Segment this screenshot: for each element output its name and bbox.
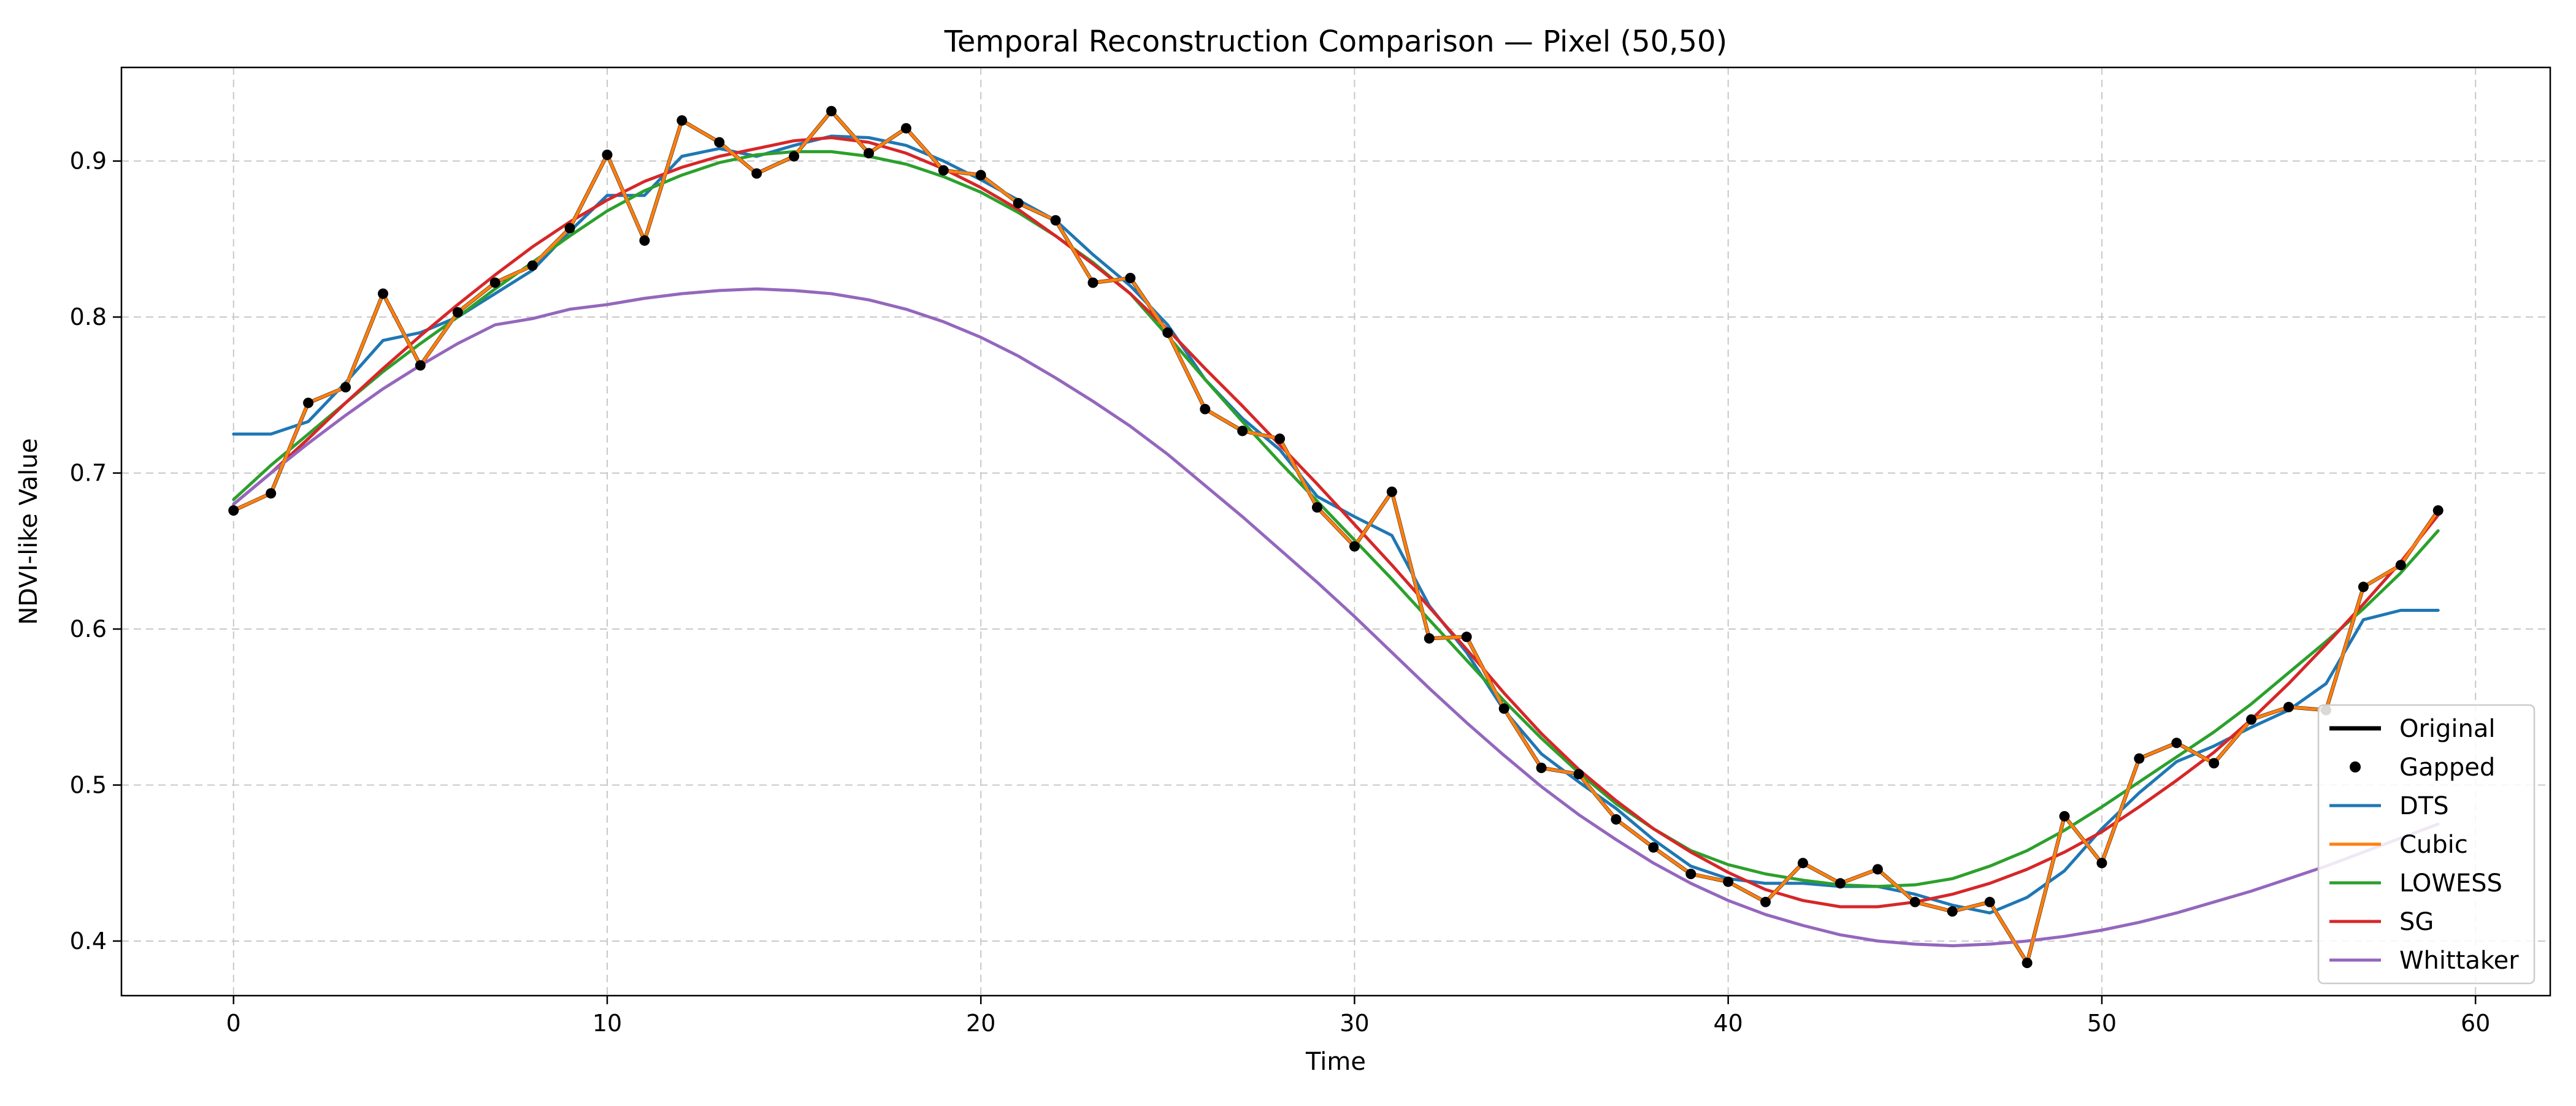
series-point-gapped — [2059, 810, 2070, 822]
y-tick-label: 0.7 — [70, 460, 107, 487]
series-point-gapped — [1424, 633, 1435, 644]
legend-label-whittaker: Whittaker — [2399, 947, 2519, 975]
series-point-gapped — [1909, 896, 1920, 907]
series-point-gapped — [2395, 560, 2406, 571]
plot-frame — [120, 66, 2551, 997]
legend-label-original: Original — [2399, 715, 2496, 743]
series-point-gapped — [1536, 763, 1547, 773]
legend-box — [2317, 704, 2536, 985]
series-point-gapped — [1760, 896, 1771, 907]
series-point-gapped — [826, 105, 837, 116]
series-point-gapped — [1984, 896, 1995, 907]
y-tick-label: 0.4 — [70, 928, 107, 955]
series-line-cubic — [232, 109, 2440, 965]
series-point-gapped — [714, 137, 725, 148]
x-tick-label: 40 — [1714, 1010, 1743, 1037]
series-layer — [231, 109, 2440, 965]
series-point-gapped — [639, 235, 650, 246]
series-point-gapped — [1050, 215, 1061, 226]
y-axis-label: NDVI-like Value — [15, 438, 43, 625]
series-point-gapped — [527, 260, 538, 271]
series-point-gapped — [1386, 486, 1397, 497]
series-point-gapped — [938, 165, 949, 176]
series-point-gapped — [1498, 703, 1509, 714]
series-point-gapped — [1648, 842, 1659, 853]
series-point-gapped — [489, 277, 500, 288]
series-point-gapped — [2022, 958, 2033, 969]
legend-label-cubic: Cubic — [2399, 831, 2468, 859]
tick-layer: 0 10 20 30 40 50 60 0.4 0.5 0.6 0.7 0.8 0.9 — [70, 148, 2491, 1037]
series-point-gapped — [2283, 701, 2294, 712]
series-point-gapped — [1611, 814, 1622, 825]
series-point-gapped — [1685, 869, 1696, 879]
series-point-gapped — [789, 151, 800, 162]
series-point-gapped — [1312, 502, 1322, 513]
series-point-gapped — [228, 505, 239, 516]
series-point-gapped — [2209, 758, 2220, 769]
series-point-gapped — [2432, 505, 2444, 516]
series-point-gapped — [677, 115, 688, 126]
series-point-gapped — [266, 488, 277, 499]
series-point-gapped — [1461, 631, 1472, 643]
x-tick-label: 20 — [966, 1010, 995, 1037]
x-axis-label: Time — [1305, 1048, 1366, 1076]
series-point-gapped — [1087, 277, 1098, 288]
legend-label-lowess: LOWESS — [2399, 869, 2502, 898]
series-line-whittaker — [232, 287, 2440, 948]
y-tick-label: 0.5 — [70, 771, 107, 798]
legend-label-sg: SG — [2399, 908, 2434, 936]
series-point-gapped — [1013, 197, 1024, 208]
x-tick-label: 0 — [226, 1010, 241, 1037]
legend-label-gapped: Gapped — [2399, 753, 2495, 782]
series-point-gapped — [2134, 753, 2145, 764]
y-tick-label: 0.6 — [70, 616, 107, 643]
series-point-gapped — [975, 170, 986, 181]
series-point-gapped — [340, 382, 351, 393]
grid-layer — [121, 67, 2550, 996]
x-tick-label: 30 — [1340, 1010, 1369, 1037]
x-tick-label: 60 — [2461, 1010, 2490, 1037]
series-line-sg — [232, 136, 2440, 909]
series-point-gapped — [564, 223, 575, 234]
series-point-gapped — [864, 148, 874, 159]
series-point-gapped — [1573, 769, 1584, 780]
legend-swatch-gapped — [2350, 761, 2361, 772]
series-point-gapped — [1200, 403, 1211, 414]
series-point-gapped — [1872, 864, 1883, 875]
y-tick-label: 0.8 — [70, 303, 107, 330]
series-point-gapped — [1162, 327, 1173, 338]
series-point-gapped — [303, 397, 314, 408]
series-point-gapped — [1349, 541, 1360, 552]
series-point-gapped — [1723, 876, 1734, 887]
series-point-gapped — [900, 123, 911, 134]
series-point-gapped — [1947, 906, 1958, 917]
series-point-gapped — [378, 288, 388, 299]
series-point-gapped — [2171, 738, 2182, 749]
series-point-gapped — [1237, 425, 1248, 437]
series-point-gapped — [415, 360, 426, 371]
series-point-gapped — [1798, 858, 1808, 869]
y-tick-label: 0.9 — [70, 148, 107, 175]
series-line-lowess — [232, 150, 2440, 888]
legend-label-dts: DTS — [2399, 792, 2449, 820]
series-point-gapped — [2246, 714, 2257, 725]
series-point-gapped — [1275, 433, 1286, 444]
series-point-gapped — [1125, 273, 1136, 283]
series-point-gapped — [2096, 858, 2107, 869]
marker-layer — [228, 105, 2444, 969]
x-tick-label: 10 — [592, 1010, 622, 1037]
chart-title: Temporal Reconstruction Comparison — Pix… — [944, 25, 1728, 59]
series-point-gapped — [452, 307, 463, 318]
series-point-gapped — [602, 150, 613, 160]
series-line-dts — [232, 134, 2440, 915]
x-tick-label: 50 — [2087, 1010, 2117, 1037]
legend: Original Gapped DTS Cubic LOWESS SG Whittaker — [2317, 704, 2536, 985]
series-point-gapped — [2358, 581, 2369, 592]
series-point-gapped — [1835, 878, 1846, 889]
series-point-gapped — [751, 168, 762, 179]
